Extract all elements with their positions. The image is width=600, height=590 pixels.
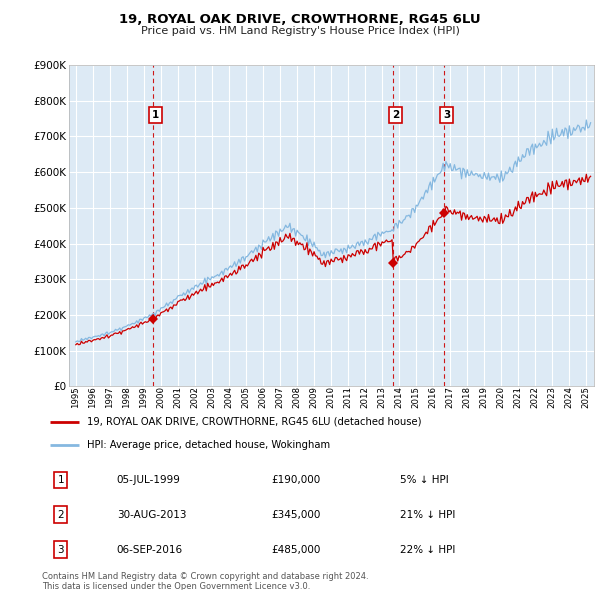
Text: £485,000: £485,000: [272, 545, 321, 555]
Text: 2013: 2013: [377, 386, 386, 408]
Text: 2008: 2008: [292, 386, 301, 408]
Text: 1: 1: [152, 110, 159, 120]
Text: 1999: 1999: [139, 386, 148, 408]
Text: 2003: 2003: [207, 386, 216, 408]
Text: 1996: 1996: [88, 386, 97, 408]
Text: 2016: 2016: [428, 386, 437, 408]
Text: 2004: 2004: [224, 386, 233, 408]
Text: £345,000: £345,000: [272, 510, 321, 520]
Text: 3: 3: [443, 110, 451, 120]
Text: 3: 3: [58, 545, 64, 555]
Text: 05-JUL-1999: 05-JUL-1999: [117, 475, 181, 485]
Text: 2: 2: [392, 110, 399, 120]
Text: 2000: 2000: [156, 386, 165, 408]
Text: 19, ROYAL OAK DRIVE, CROWTHORNE, RG45 6LU (detached house): 19, ROYAL OAK DRIVE, CROWTHORNE, RG45 6L…: [88, 417, 422, 427]
Text: 22% ↓ HPI: 22% ↓ HPI: [400, 545, 455, 555]
Text: 2012: 2012: [360, 386, 369, 408]
Text: HPI: Average price, detached house, Wokingham: HPI: Average price, detached house, Woki…: [88, 440, 331, 450]
Text: 19, ROYAL OAK DRIVE, CROWTHORNE, RG45 6LU: 19, ROYAL OAK DRIVE, CROWTHORNE, RG45 6L…: [119, 13, 481, 26]
Text: 2015: 2015: [411, 386, 420, 408]
Text: 2025: 2025: [581, 386, 590, 408]
Text: 2024: 2024: [564, 386, 573, 408]
Text: Contains HM Land Registry data © Crown copyright and database right 2024.: Contains HM Land Registry data © Crown c…: [42, 572, 368, 581]
Text: Price paid vs. HM Land Registry's House Price Index (HPI): Price paid vs. HM Land Registry's House …: [140, 26, 460, 36]
Text: 2020: 2020: [496, 386, 505, 408]
Text: 2010: 2010: [326, 386, 335, 408]
Text: 2005: 2005: [241, 386, 250, 408]
Text: 2001: 2001: [173, 386, 182, 408]
Text: 2023: 2023: [547, 386, 556, 408]
Text: 2022: 2022: [530, 386, 539, 408]
Text: 2002: 2002: [190, 386, 199, 408]
Text: 2011: 2011: [343, 386, 352, 408]
Text: 1995: 1995: [71, 386, 80, 408]
Text: 1998: 1998: [122, 386, 131, 408]
Text: 2: 2: [58, 510, 64, 520]
Text: 2018: 2018: [462, 386, 471, 408]
Text: 2019: 2019: [479, 386, 488, 408]
Text: 1997: 1997: [105, 386, 114, 408]
Text: 30-AUG-2013: 30-AUG-2013: [117, 510, 186, 520]
Text: 2014: 2014: [394, 386, 403, 408]
Text: 1: 1: [58, 475, 64, 485]
Text: 2007: 2007: [275, 386, 284, 408]
Text: 2006: 2006: [258, 386, 267, 408]
Text: 2009: 2009: [309, 386, 318, 408]
Text: 5% ↓ HPI: 5% ↓ HPI: [400, 475, 449, 485]
Text: 06-SEP-2016: 06-SEP-2016: [117, 545, 183, 555]
Text: 2021: 2021: [513, 386, 522, 408]
Text: This data is licensed under the Open Government Licence v3.0.: This data is licensed under the Open Gov…: [42, 582, 310, 590]
Text: £190,000: £190,000: [272, 475, 321, 485]
Text: 21% ↓ HPI: 21% ↓ HPI: [400, 510, 455, 520]
Text: 2017: 2017: [445, 386, 454, 408]
